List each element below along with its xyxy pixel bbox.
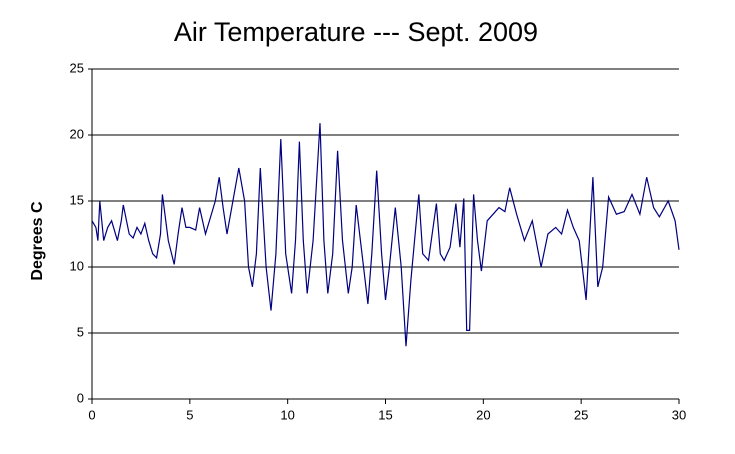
x-tick-label: 0: [88, 407, 95, 422]
x-tick-label: 5: [186, 407, 193, 422]
y-tick-label: 15: [70, 192, 84, 207]
y-tick-label: 20: [70, 126, 84, 141]
x-tick-label: 25: [574, 407, 588, 422]
y-tick-label: 25: [70, 60, 84, 75]
x-tick-label: 30: [672, 407, 686, 422]
x-tick-label: 10: [280, 407, 294, 422]
x-tick-label: 20: [476, 407, 490, 422]
y-tick-label: 0: [77, 390, 84, 405]
y-tick-label: 5: [77, 324, 84, 339]
chart-title: Air Temperature --- Sept. 2009: [174, 17, 538, 47]
y-tick-label: 10: [70, 258, 84, 273]
x-tick-label: 15: [378, 407, 392, 422]
y-axis-label: Degrees C: [29, 201, 46, 281]
series-line: [91, 123, 680, 347]
